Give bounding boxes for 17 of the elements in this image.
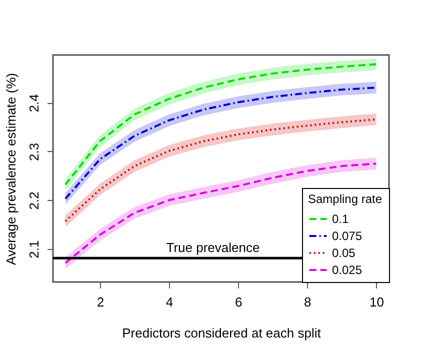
y-tick-label: 2.4 <box>26 94 42 112</box>
x-tick-label: 10 <box>369 294 384 310</box>
legend-label: 0.05 <box>332 246 356 260</box>
x-tick-label: 8 <box>304 294 312 310</box>
y-tick-label: 2.2 <box>26 192 42 210</box>
y-tick-label: 2.1 <box>26 240 42 258</box>
legend-label: 0.1 <box>332 212 350 226</box>
x-axis-title: Predictors considered at each split <box>122 326 322 340</box>
legend-title: Sampling rate <box>308 192 382 206</box>
x-tick-label: 2 <box>96 294 104 310</box>
x-tick-label: 4 <box>166 294 174 310</box>
legend-label: 0.025 <box>332 263 362 277</box>
x-tick-label: 6 <box>234 294 242 310</box>
y-tick-label: 2.3 <box>26 142 42 161</box>
y-axis-title: Average prevalence estimate (%) <box>4 73 18 265</box>
ref-line-label: True prevalence <box>166 240 260 256</box>
legend-label: 0.075 <box>332 229 362 243</box>
